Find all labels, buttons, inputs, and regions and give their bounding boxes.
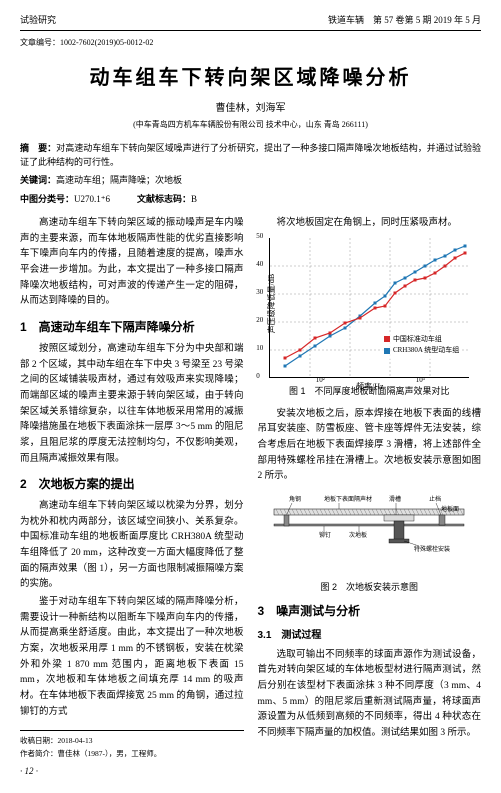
svg-text:止档: 止档 — [429, 495, 441, 503]
hdr-right: 铁道车辆 第 57 卷第 5 期 2019 年 5 月 — [328, 14, 481, 28]
s1-title: 1 高速动车组车下隔声降噪分析 — [20, 318, 244, 338]
s3-title: 3 噪声测试与分析 — [258, 602, 482, 622]
svg-text:铆钉: 铆钉 — [319, 531, 331, 539]
kw-label: 关键词： — [20, 175, 56, 185]
diagram-fig2: 角钢 地板下表面隔声材 滑槽 止档铆钉 次地板特殊螺栓安装 地板面 — [264, 489, 474, 576]
s2-title: 2 次地板方案的提出 — [20, 475, 244, 495]
author-bio: 作者简介：曹佳林（1987-），男，工程师。 — [20, 748, 244, 760]
svg-text:特殊螺栓安装: 特殊螺栓安装 — [414, 545, 450, 553]
s31-body: 选取可输出不同频率的球面声源作为测试设备，首先对转向架区域的车体地板型材进行隔声… — [258, 648, 482, 742]
r2: 安装次地板之后，原本焊接在地板下表面的线槽吊耳安装座、防雪板座、管卡座等焊件无法… — [258, 407, 482, 485]
affil: (中车青岛四方机车车辆股份有限公司 技术中心，山东 青岛 266111) — [20, 119, 481, 131]
page-num: · 12 · — [20, 764, 244, 779]
hdr-left: 试验研究 — [20, 14, 56, 28]
s1-body: 按照区域划分，高速动车组车下分为中央部和端部 2 个区域，其中动车组在车下中央 … — [20, 342, 244, 467]
title: 动车组车下转向架区域降噪分析 — [20, 63, 481, 93]
svg-text:滑槽: 滑槽 — [389, 495, 401, 503]
clc-label: 中图分类号： — [20, 194, 74, 204]
footer: 收稿日期：2018-04-13 作者简介：曹佳林（1987-），男，工程师。 ·… — [20, 730, 244, 779]
kw-text: 高速动车组；隔声降噪；次地板 — [56, 175, 182, 185]
chart-fig1: 声压级降低量/dB 频率/Hz 中国标准动车组 CRH380A 统型动车组 10… — [269, 238, 469, 378]
s31-title: 3.1 测试过程 — [258, 628, 482, 645]
svg-text:角钢: 角钢 — [289, 495, 301, 503]
left-col: 高速动车组车下转向架区域的振动噪声是车内噪声的主要来源，而车体地板隔声性能的优劣… — [20, 216, 244, 779]
doc-text: B — [191, 194, 197, 204]
right-col: 将次地板固定在角钢上，同时压紧吸声材。 声压级降低量/dB 频率/Hz 中国标准… — [258, 216, 482, 779]
diagram-svg: 角钢 地板下表面隔声材 滑槽 止档铆钉 次地板特殊螺栓安装 地板面 — [264, 489, 474, 569]
doc-label: 文献标志码： — [137, 194, 191, 204]
legend: 中国标准动车组 CRH380A 统型动车组 — [382, 332, 461, 359]
s2-p2: 鉴于对动车组车下转向架区域的隔声降噪分析，需要设计一种新结构以阻断车下噪声向车内… — [20, 595, 244, 720]
abs-text: 对高速动车组车下转向架区域噪声进行了分析研究，提出了一种多接口隔声降噪次地板结构… — [20, 143, 481, 167]
svg-text:地板面: 地板面 — [441, 505, 459, 513]
legend-color-1 — [384, 336, 390, 342]
xlabel: 频率/Hz — [356, 380, 384, 393]
authors: 曹佳林，刘海军 — [20, 101, 481, 116]
s2-p1: 高速动车组车下转向架区域以枕梁为分界，划分为枕外和枕内两部分，该区域空间狭小、关… — [20, 499, 244, 593]
legend-1: 中国标准动车组 — [393, 334, 442, 346]
article-code: 文章编号：1002-7602(2019)05-0012-02 — [20, 37, 481, 49]
legend-2: CRH380A 统型动车组 — [393, 345, 459, 357]
svg-text:次地板: 次地板 — [349, 531, 367, 539]
legend-color-2 — [384, 348, 390, 354]
r1: 将次地板固定在角钢上，同时压紧吸声材。 — [258, 216, 482, 232]
fig2-cap: 图 2 次地板安装示意图 — [258, 580, 482, 595]
svg-text:地板下表面隔声材: 地板下表面隔声材 — [324, 495, 372, 503]
clc-text: U270.1⁺6 — [74, 194, 110, 204]
recv-date: 收稿日期：2018-04-13 — [20, 735, 244, 747]
intro: 高速动车组车下转向架区域的振动噪声是车内噪声的主要来源，而车体地板隔声性能的优劣… — [20, 216, 244, 310]
abs-label: 摘 要： — [20, 143, 56, 153]
